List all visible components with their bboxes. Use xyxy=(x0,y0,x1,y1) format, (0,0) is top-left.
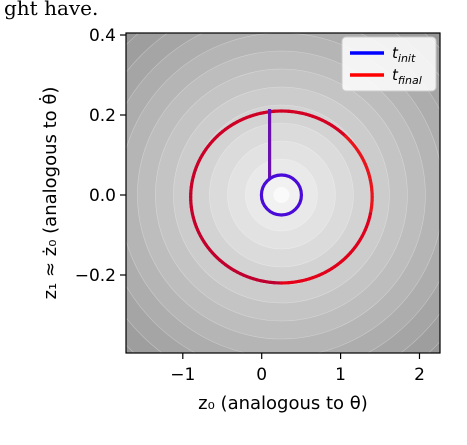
top-text: ght have. xyxy=(4,0,99,20)
legend-label: tfinal xyxy=(392,66,422,87)
y-tick-label: −0.2 xyxy=(75,266,116,286)
x-tick-label: 1 xyxy=(335,365,346,385)
x-axis-label: z₀ (analogous to θ) xyxy=(198,393,368,414)
x-tick-label: −1 xyxy=(170,365,195,385)
legend-box xyxy=(341,36,437,92)
inner-trajectory xyxy=(259,173,304,217)
x-tick-label: 2 xyxy=(414,365,425,385)
x-tick-label: 0 xyxy=(256,365,267,385)
y-tick-label: 0.0 xyxy=(89,186,116,206)
y-axis-label: z₁ ≈ ż₀ (analogous to θ̇) xyxy=(38,87,61,300)
trajectory-group xyxy=(189,109,374,285)
contour-center xyxy=(273,187,290,203)
y-tick-label: 0.4 xyxy=(89,26,116,46)
plot-frame xyxy=(125,32,441,354)
y-tick-label: 0.2 xyxy=(89,106,116,126)
legend-label: tinit xyxy=(392,44,416,65)
axis-ticks: −1 0 1 2 −0.2 0.0 0.2 0.4 xyxy=(75,26,425,385)
